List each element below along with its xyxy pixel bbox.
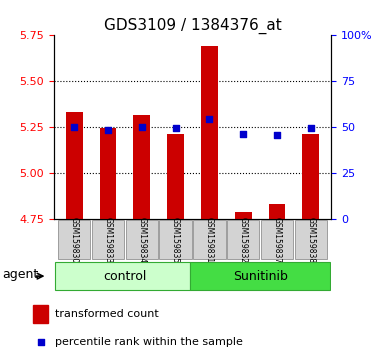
Title: GDS3109 / 1384376_at: GDS3109 / 1384376_at bbox=[104, 18, 281, 34]
Bar bbox=[235, 212, 252, 219]
Point bbox=[172, 126, 179, 131]
Point bbox=[240, 131, 246, 137]
Bar bbox=[190, 262, 330, 290]
Bar bbox=[66, 112, 83, 219]
Text: GSM159832: GSM159832 bbox=[239, 217, 248, 263]
Text: GSM159838: GSM159838 bbox=[306, 217, 315, 263]
Bar bbox=[227, 220, 259, 259]
Point bbox=[139, 124, 145, 129]
Text: agent: agent bbox=[3, 268, 39, 281]
Point bbox=[206, 116, 213, 122]
Bar bbox=[55, 262, 190, 290]
Point bbox=[71, 125, 77, 130]
Bar bbox=[201, 46, 218, 219]
Bar bbox=[302, 134, 319, 219]
Point bbox=[37, 339, 44, 344]
Bar bbox=[126, 220, 158, 259]
Bar bbox=[58, 220, 90, 259]
Text: GSM159834: GSM159834 bbox=[137, 217, 146, 263]
Bar bbox=[33, 305, 48, 323]
Text: control: control bbox=[103, 270, 147, 282]
Bar bbox=[269, 204, 285, 219]
Text: GSM159830: GSM159830 bbox=[70, 217, 79, 263]
Bar bbox=[167, 134, 184, 219]
Text: percentile rank within the sample: percentile rank within the sample bbox=[55, 337, 243, 347]
Bar bbox=[261, 220, 293, 259]
Bar bbox=[159, 220, 192, 259]
Text: GSM159837: GSM159837 bbox=[273, 217, 281, 263]
Text: GSM159831: GSM159831 bbox=[205, 217, 214, 263]
Bar bbox=[193, 220, 226, 259]
Bar bbox=[133, 115, 150, 219]
Text: GSM159833: GSM159833 bbox=[104, 217, 112, 263]
Point bbox=[274, 132, 280, 138]
Text: transformed count: transformed count bbox=[55, 309, 158, 319]
Point bbox=[105, 127, 111, 133]
Bar bbox=[100, 129, 116, 219]
Bar bbox=[295, 220, 327, 259]
Bar bbox=[92, 220, 124, 259]
Text: GSM159835: GSM159835 bbox=[171, 217, 180, 263]
Point bbox=[308, 126, 314, 131]
Text: Sunitinib: Sunitinib bbox=[233, 270, 288, 282]
